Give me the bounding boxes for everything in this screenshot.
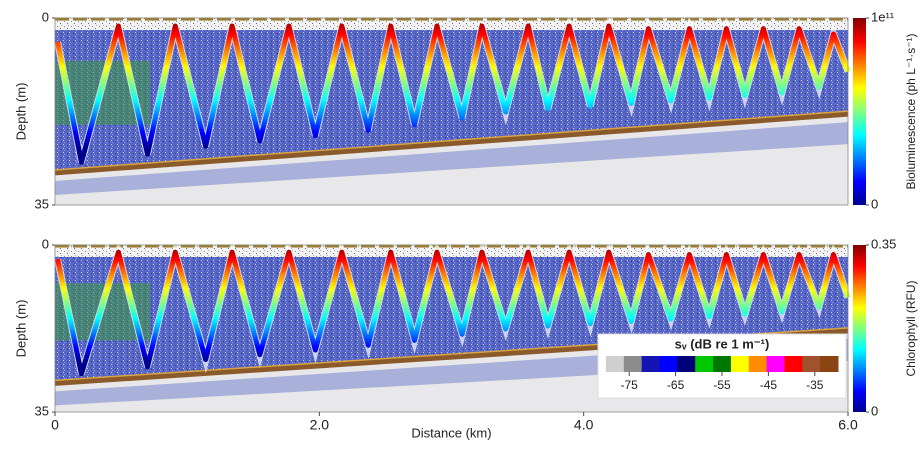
y-tick-label: 35 xyxy=(35,403,49,418)
legend-swatch xyxy=(820,356,839,372)
legend-swatch xyxy=(695,356,714,372)
legend-swatch xyxy=(784,356,803,372)
x-tick-label: 0 xyxy=(51,417,59,433)
y-axis-label: Depth (m) xyxy=(13,83,28,141)
x-tick-label: 4.0 xyxy=(574,417,594,433)
legend-tick-label: -75 xyxy=(621,378,639,392)
legend-swatch xyxy=(713,356,732,372)
colorbar xyxy=(853,245,866,412)
legend-swatch xyxy=(730,356,750,372)
legend-title: sᵥ (dB re 1 m⁻¹) xyxy=(675,336,770,351)
legend-tick-label: -55 xyxy=(713,378,731,392)
plot-frame xyxy=(54,17,849,206)
legend-swatch xyxy=(748,356,768,372)
water-column-scatter xyxy=(55,30,848,173)
water-column-scatter xyxy=(55,257,848,384)
glider-track xyxy=(55,249,851,377)
x-tick-label: 2.0 xyxy=(310,417,330,433)
glider-track xyxy=(55,23,851,165)
colorbar-label: Bioluminescence (ph L⁻¹·s⁻¹) xyxy=(904,33,918,189)
colorbar xyxy=(853,18,866,205)
legend-swatch xyxy=(802,356,821,372)
y-tick-label: 35 xyxy=(35,196,49,211)
sub-bottom-echo xyxy=(55,122,848,195)
legend-swatch xyxy=(659,356,678,372)
colorbar-label: Chlorophyll (RFU) xyxy=(904,280,918,376)
legend-swatch xyxy=(641,356,661,372)
legend-tick-label: -35 xyxy=(806,378,824,392)
colorbar-tick-label: 0 xyxy=(871,403,878,418)
y-tick-label: 0 xyxy=(42,236,49,251)
legend-swatch xyxy=(623,356,643,372)
y-axis-label: Depth (m) xyxy=(13,300,28,358)
y-tick-label: 0 xyxy=(42,9,49,24)
x-tick-label: 6.0 xyxy=(838,417,858,433)
colorbar-tick-label: 0 xyxy=(871,196,878,211)
legend-tick-label: -65 xyxy=(667,378,685,392)
colorbar-tick-label: 0.35 xyxy=(871,236,896,251)
plot-frame xyxy=(54,244,849,413)
seafloor-line xyxy=(54,111,849,176)
legend-tick-label: -45 xyxy=(760,378,778,392)
seafloor-edge xyxy=(54,110,849,171)
legend-swatch xyxy=(677,356,696,372)
legend-swatch xyxy=(606,356,625,372)
x-axis-label: Distance (km) xyxy=(411,425,491,440)
colorbar-tick-label: 1e¹¹ xyxy=(871,9,895,24)
legend-swatch xyxy=(766,356,785,372)
